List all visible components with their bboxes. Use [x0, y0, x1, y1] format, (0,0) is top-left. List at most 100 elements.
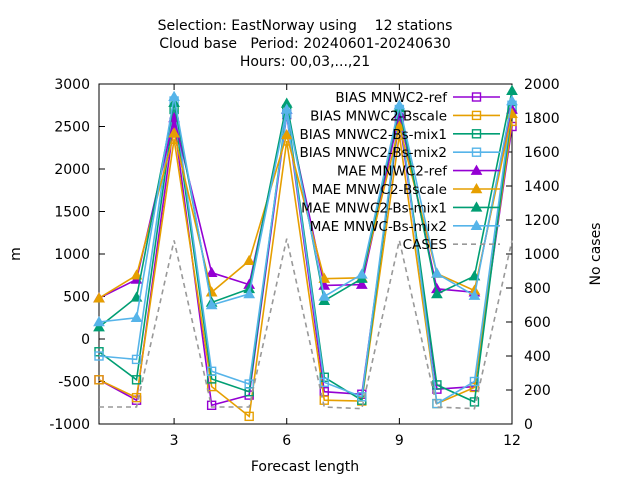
- data-point: [355, 278, 368, 289]
- y-tick-label: 3000: [54, 77, 90, 93]
- x-tick-label: 12: [503, 433, 521, 449]
- legend-label: MAE MNWC-Bs-mix2: [310, 219, 447, 235]
- title-line-2: Cloud base Period: 20240601-20240630: [159, 36, 451, 52]
- x-tick-label: 9: [395, 433, 404, 449]
- y2-tick-label: 1200: [524, 213, 560, 229]
- data-point: [131, 392, 142, 403]
- title-line-1: Selection: EastNorway using 12 stations: [158, 18, 453, 34]
- series-2: [94, 116, 517, 422]
- y-tick-label: 0: [81, 332, 90, 348]
- legend-label: MAE MNWC2-ref: [337, 164, 448, 180]
- legend-entry-4: BIAS MNWC2-Bs-mix2: [300, 145, 500, 161]
- legend-label: BIAS MNWC2-Bs-mix1: [300, 127, 448, 143]
- y-tick-label: 1500: [54, 205, 90, 221]
- y2-tick-label: 1600: [524, 145, 560, 161]
- data-point: [469, 376, 480, 387]
- data-point: [94, 375, 104, 385]
- legend-marker: [470, 164, 483, 175]
- y-tick-label: 1000: [54, 247, 90, 263]
- legend-entry-5: MAE MNWC2-ref: [337, 164, 500, 180]
- legend-marker: [470, 219, 483, 231]
- legend-marker: [471, 110, 482, 121]
- data-point: [243, 254, 256, 266]
- legend-entry-8: MAE MNWC-Bs-mix2: [310, 219, 500, 235]
- data-point: [244, 411, 254, 422]
- y2-tick-label: 1800: [524, 111, 560, 127]
- series-line: [98, 96, 513, 323]
- legend-label: MAE MNWC2-Bscale: [312, 182, 447, 198]
- data-point: [168, 127, 180, 138]
- legend-marker: [471, 92, 482, 102]
- data-point: [432, 398, 442, 409]
- legend-entry-1: BIAS MNWC2-ref: [335, 90, 500, 106]
- data-point: [355, 268, 368, 279]
- y2-tick-label: 400: [524, 349, 551, 365]
- chart-title: Selection: EastNorway using 12 stations …: [158, 18, 453, 70]
- data-point: [131, 354, 142, 365]
- data-point: [280, 128, 293, 140]
- y2-tick-label: 1400: [524, 179, 560, 195]
- data-point: [243, 287, 256, 299]
- data-point: [431, 267, 443, 278]
- y2-tick-label: 800: [524, 281, 551, 297]
- series-line: [98, 109, 513, 299]
- legend-entry-6: MAE MNWC2-Bscale: [312, 182, 500, 198]
- axes: -1000 -500 0 500 1000 1500 2000 2500 3000 0 200 400…: [49, 77, 559, 449]
- data-point: [206, 400, 217, 410]
- data-point: [318, 290, 331, 301]
- data-point: [431, 287, 443, 299]
- legend-entry-2: BIAS MNWC2-Bscale: [310, 108, 500, 124]
- data-point: [506, 84, 518, 96]
- data-point: [168, 96, 180, 107]
- data-point: [319, 377, 329, 388]
- data-point: [393, 99, 406, 110]
- series-layer: [93, 84, 518, 422]
- x-axis-label: Forecast length: [251, 459, 359, 475]
- data-point: [93, 315, 105, 327]
- data-point: [94, 351, 104, 361]
- y-tick-label: 500: [63, 290, 90, 306]
- x-tick-label: 6: [282, 433, 291, 449]
- y-tick-label: 2000: [54, 162, 90, 178]
- data-point: [280, 103, 293, 114]
- y-tick-label: -500: [58, 375, 90, 391]
- series-9: [99, 238, 513, 410]
- data-point: [205, 298, 218, 310]
- legend-entry-7: MAE MNWC2-Bs-mix1: [301, 200, 500, 216]
- series-line: [99, 238, 513, 410]
- data-point: [205, 266, 218, 277]
- legend-entry-9: CASES: [403, 237, 500, 253]
- legend-entry-3: BIAS MNWC2-Bs-mix1: [300, 127, 500, 143]
- data-point: [468, 270, 481, 281]
- data-point: [206, 366, 217, 376]
- data-point: [93, 292, 105, 303]
- data-point: [393, 120, 406, 131]
- data-point: [93, 321, 105, 332]
- legend-marker: [470, 201, 483, 212]
- legend: BIAS MNWC2-ref BIAS MNWC2-Bscale BIAS MNWC…: [300, 90, 500, 253]
- data-point: [130, 311, 143, 322]
- y2-tick-label: 1000: [524, 247, 560, 263]
- y-axis-label: m: [8, 247, 24, 261]
- title-line-3: Hours: 00,03,...,21: [240, 54, 370, 70]
- legend-label: BIAS MNWC2-Bs-mix2: [300, 145, 448, 161]
- y2-tick-label: 2000: [524, 77, 560, 93]
- series-8: [93, 90, 518, 327]
- legend-label: BIAS MNWC2-Bscale: [310, 108, 447, 124]
- y2-tick-label: 200: [524, 383, 551, 399]
- legend-marker: [471, 147, 482, 157]
- legend-label: BIAS MNWC2-ref: [335, 90, 448, 106]
- legend-label: CASES: [403, 237, 447, 253]
- data-point: [468, 289, 481, 300]
- data-point: [244, 379, 254, 389]
- legend-marker: [471, 129, 482, 139]
- legend-marker: [470, 182, 483, 194]
- data-point: [432, 380, 442, 390]
- y2-tick-label: 600: [524, 315, 551, 331]
- x-tick-label: 3: [170, 433, 179, 449]
- data-point: [506, 94, 518, 106]
- y2-tick-label: 0: [524, 417, 533, 433]
- legend-label: MAE MNWC2-Bs-mix1: [301, 200, 447, 216]
- data-point: [131, 375, 142, 385]
